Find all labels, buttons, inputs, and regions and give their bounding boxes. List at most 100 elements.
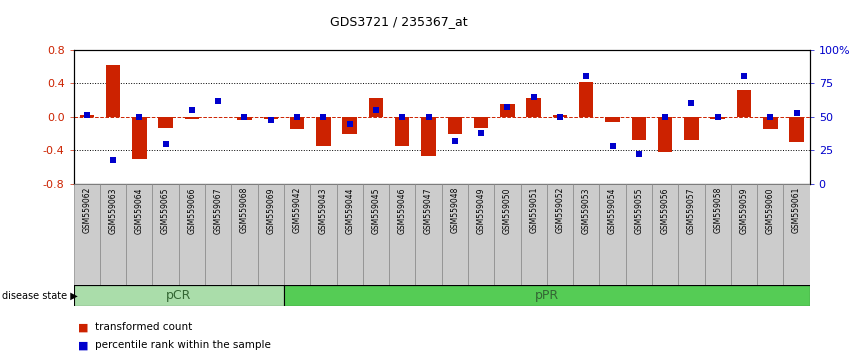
Text: ■: ■ [78, 340, 88, 350]
Bar [290, 117, 304, 130]
Bar [599, 184, 625, 285]
Bar [448, 117, 462, 133]
Point [737, 74, 751, 79]
Point [605, 144, 619, 149]
Point [343, 121, 357, 126]
Point [553, 114, 567, 120]
Point [448, 138, 462, 144]
Point [422, 114, 436, 120]
Text: GSM559050: GSM559050 [503, 187, 512, 234]
Point [711, 114, 725, 120]
Text: GSM559047: GSM559047 [424, 187, 433, 234]
Bar [527, 98, 541, 117]
Bar [152, 184, 178, 285]
Bar [784, 184, 810, 285]
Text: GSM559042: GSM559042 [293, 187, 301, 234]
Text: GSM559054: GSM559054 [608, 187, 617, 234]
Bar [284, 285, 810, 306]
Point [684, 101, 698, 106]
Text: GSM559060: GSM559060 [766, 187, 775, 234]
Text: GSM559046: GSM559046 [397, 187, 407, 234]
Bar [258, 184, 284, 285]
Text: GSM559049: GSM559049 [476, 187, 486, 234]
Bar [337, 184, 363, 285]
Point [290, 114, 304, 120]
Bar [106, 65, 120, 117]
Bar [468, 184, 494, 285]
Text: GSM559057: GSM559057 [687, 187, 696, 234]
Bar [158, 117, 173, 128]
Bar [421, 117, 436, 156]
Text: GSM559056: GSM559056 [661, 187, 669, 234]
Point [237, 114, 251, 120]
Bar [205, 184, 231, 285]
Bar [389, 184, 416, 285]
Bar [74, 285, 284, 306]
Point [107, 157, 120, 163]
Bar [474, 117, 488, 128]
Bar [573, 184, 599, 285]
Point [632, 152, 646, 157]
Text: GSM559048: GSM559048 [450, 187, 459, 234]
Bar [369, 98, 383, 117]
Text: GSM559051: GSM559051 [529, 187, 538, 234]
Text: disease state ▶: disease state ▶ [2, 291, 77, 301]
Bar [705, 184, 731, 285]
Text: GSM559061: GSM559061 [792, 187, 801, 234]
Point [790, 110, 804, 116]
Bar [74, 184, 100, 285]
Bar [553, 115, 567, 117]
Text: GSM559069: GSM559069 [266, 187, 275, 234]
Bar [416, 184, 442, 285]
Bar [442, 184, 468, 285]
Bar [231, 184, 258, 285]
Point [501, 104, 514, 110]
Bar [178, 184, 205, 285]
Bar [579, 81, 593, 117]
Bar [625, 184, 652, 285]
Point [475, 130, 488, 136]
Text: GSM559055: GSM559055 [634, 187, 643, 234]
Bar [684, 117, 699, 140]
Bar [395, 117, 410, 146]
Bar [520, 184, 546, 285]
Bar [310, 184, 337, 285]
Text: transformed count: transformed count [95, 322, 192, 332]
Point [527, 94, 540, 99]
Bar [126, 184, 152, 285]
Text: pCR: pCR [166, 289, 191, 302]
Point [185, 107, 199, 113]
Point [80, 113, 94, 118]
Point [395, 114, 409, 120]
Point [316, 114, 330, 120]
Bar [184, 117, 199, 119]
Text: GSM559064: GSM559064 [135, 187, 144, 234]
Point [579, 74, 593, 79]
Point [158, 141, 172, 147]
Text: percentile rank within the sample: percentile rank within the sample [95, 340, 271, 350]
Bar [100, 184, 126, 285]
Text: GSM559062: GSM559062 [82, 187, 91, 234]
Text: GDS3721 / 235367_at: GDS3721 / 235367_at [330, 15, 467, 28]
Bar [342, 117, 357, 133]
Text: pPR: pPR [534, 289, 559, 302]
Text: GSM559067: GSM559067 [214, 187, 223, 234]
Bar [731, 184, 757, 285]
Bar [494, 184, 520, 285]
Bar [652, 184, 678, 285]
Point [211, 98, 225, 103]
Text: GSM559065: GSM559065 [161, 187, 170, 234]
Point [264, 117, 278, 122]
Text: GSM559043: GSM559043 [319, 187, 328, 234]
Text: GSM559063: GSM559063 [108, 187, 118, 234]
Bar [80, 115, 94, 117]
Text: GSM559068: GSM559068 [240, 187, 249, 234]
Bar [316, 117, 331, 146]
Text: ■: ■ [78, 322, 88, 332]
Point [763, 114, 777, 120]
Point [369, 107, 383, 113]
Point [132, 114, 146, 120]
Text: GSM559052: GSM559052 [555, 187, 565, 234]
Bar [501, 104, 514, 117]
Bar [631, 117, 646, 140]
